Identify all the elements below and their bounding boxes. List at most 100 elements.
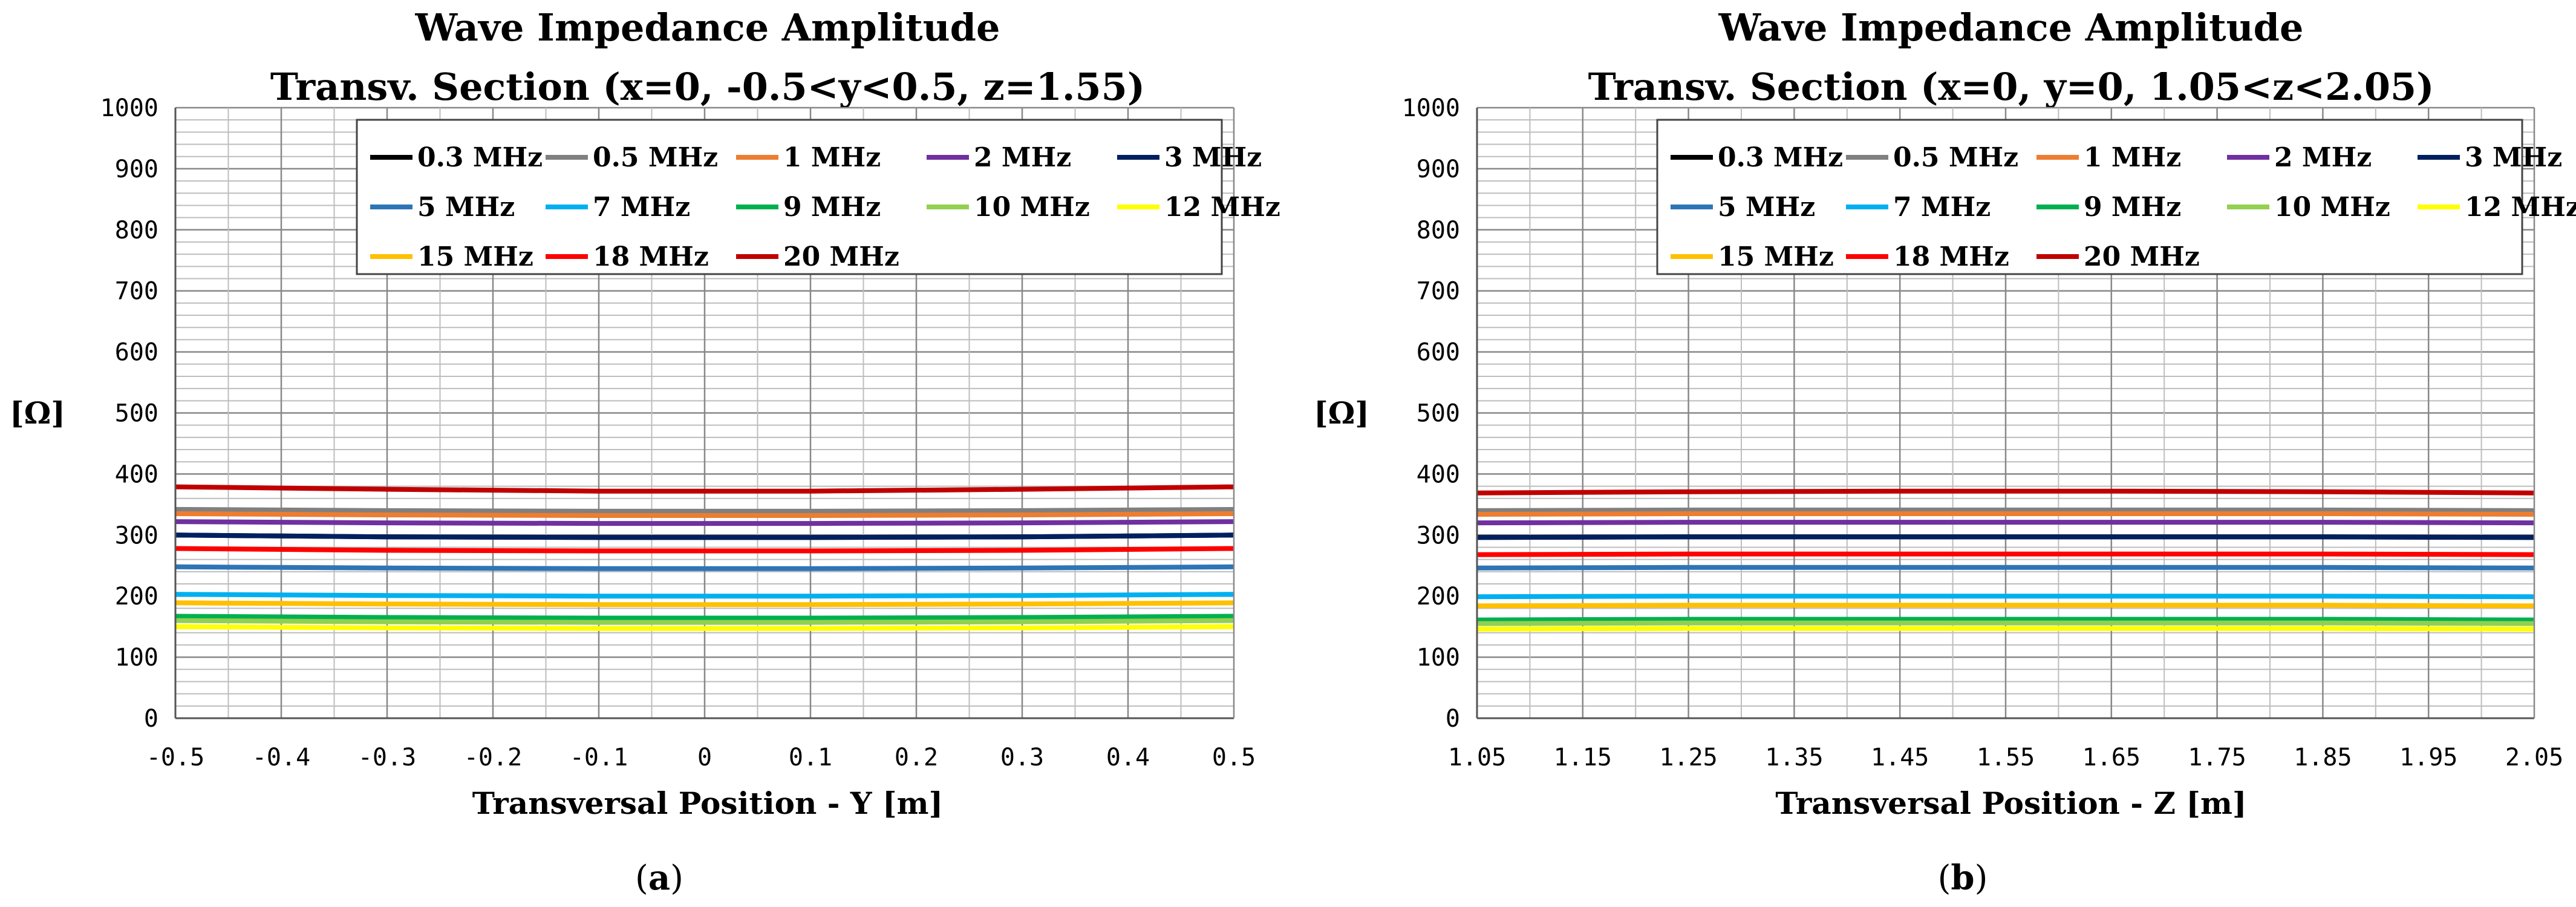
legend-box (356, 119, 1223, 275)
x-tick-label: 1.85 (2294, 744, 2352, 771)
legend-entry: 0.3 MHz (1671, 142, 1843, 173)
y-axis-label: [Ω] (10, 395, 65, 431)
legend-label: 3 MHz (2465, 142, 2562, 173)
series-line (175, 511, 1234, 518)
x-tick-label: 0.4 (1106, 744, 1150, 771)
series-line (1476, 603, 2535, 609)
y-tick-label: 200 (115, 583, 158, 611)
x-tick-label: 0.3 (1000, 744, 1044, 771)
x-tick-label: -0.5 (146, 744, 204, 771)
legend-label: 10 MHz (2274, 192, 2390, 223)
chart-subtitle: Transv. Section (x=0, y=0, 1.05<z<2.05) (1588, 65, 2434, 109)
series-lines (1476, 488, 2535, 632)
legend-entry: 15 MHz (1671, 241, 1834, 272)
x-tick-labels: 1.05 1.15 1.25 1.35 1.45 1.55 1.65 1.75 1.85 1.95… (1448, 744, 2563, 771)
series-line (175, 618, 1234, 625)
y-axis-label: [Ω] (1314, 395, 1369, 431)
series-line (1476, 594, 2535, 600)
legend-label: 5 MHz (417, 192, 515, 223)
x-tick-label: 0.2 (895, 744, 938, 771)
legend-entry: 10 MHz (2227, 192, 2390, 223)
y-tick-label: 400 (1417, 460, 1460, 488)
x-tick-label: 0 (697, 744, 712, 771)
legend-label: 18 MHz (593, 241, 709, 272)
legend-label: 3 MHz (1164, 142, 1262, 173)
legend-label: 15 MHz (1718, 241, 1834, 272)
legend-label: 12 MHz (2465, 192, 2576, 223)
series-line (175, 546, 1234, 554)
legend-entry: 7 MHz (1846, 192, 1991, 223)
x-tick-label: 1.55 (1977, 744, 2035, 771)
x-tick-label: 1.05 (1448, 744, 1506, 771)
legend-entry: 0.5 MHz (1846, 142, 2018, 173)
legend-entry: 7 MHz (546, 192, 690, 223)
legend-label: 15 MHz (417, 241, 533, 272)
caption-b: (b) (1938, 858, 1988, 898)
legend-entry: 18 MHz (546, 241, 709, 272)
y-tick-label: 100 (1417, 644, 1460, 672)
legend-label: 0.3 MHz (417, 142, 543, 173)
legend-entry: 15 MHz (370, 241, 533, 272)
legend-entry: 9 MHz (2036, 192, 2181, 223)
legend-label: 0.5 MHz (593, 142, 718, 173)
legend-label: 2 MHz (974, 142, 1071, 173)
x-tick-label: -0.4 (252, 744, 310, 771)
y-tick-label: 0 (144, 705, 158, 733)
x-tick-label: -0.3 (358, 744, 416, 771)
y-tick-label: 100 (115, 644, 158, 672)
series-line (175, 614, 1234, 621)
legend-entry: 2 MHz (927, 142, 1071, 173)
panel-b: Wave Impedance Amplitude Transv. Section… (1314, 5, 2576, 898)
y-tick-label: 700 (1417, 278, 1460, 306)
series-line (1476, 488, 2535, 496)
x-axis-label: Transversal Position - Z [m] (1775, 785, 2246, 821)
series-line (175, 484, 1234, 494)
x-tick-label: 1.65 (2082, 744, 2141, 771)
series-line (1476, 620, 2535, 626)
legend-entry: 1 MHz (2036, 142, 2181, 173)
legend-entry: 5 MHz (1671, 192, 1815, 223)
series-line (175, 519, 1234, 526)
legend-entry: 0.5 MHz (546, 142, 718, 173)
legend-entry: 2 MHz (2227, 142, 2372, 173)
caption-a: (a) (635, 858, 683, 898)
legend-label: 7 MHz (593, 192, 690, 223)
legend-entry: 12 MHz (2418, 192, 2576, 223)
panel-a: Wave Impedance Amplitude Transv. Section… (10, 5, 1280, 898)
y-tick-label: 300 (1417, 522, 1460, 549)
legend: 0.3 MHz 0.5 MHz 1 MHz 2 MHz 3 MHz 5 MHz 7 MHz 9… (1656, 119, 2576, 275)
legend-label: 10 MHz (974, 192, 1090, 223)
legend-label: 2 MHz (2274, 142, 2372, 173)
x-tick-label: 1.75 (2188, 744, 2246, 771)
x-tick-label: 0.1 (789, 744, 832, 771)
x-tick-label: -0.1 (570, 744, 628, 771)
legend-label: 12 MHz (1164, 192, 1280, 223)
legend-entry: 20 MHz (2036, 241, 2200, 272)
y-tick-label: 600 (115, 339, 158, 367)
x-axis-label: Transversal Position - Y [m] (472, 785, 943, 821)
x-tick-label: 1.15 (1554, 744, 1612, 771)
legend-label: 1 MHz (2084, 142, 2181, 173)
y-tick-label: 300 (115, 522, 158, 549)
series-line (1476, 520, 2535, 526)
axes (174, 108, 1235, 719)
legend-label: 1 MHz (783, 142, 881, 173)
legend-label: 20 MHz (2084, 241, 2200, 272)
y-tick-label: 200 (1417, 583, 1460, 611)
legend-label: 7 MHz (1893, 192, 1991, 223)
legend-label: 20 MHz (783, 241, 899, 272)
y-tick-label: 900 (1417, 156, 1460, 183)
x-tick-label: 1.45 (1871, 744, 1929, 771)
series-line (175, 592, 1234, 599)
y-tick-label: 900 (115, 156, 158, 183)
chart-subtitle: Transv. Section (x=0, -0.5<y<0.5, z=1.55… (270, 65, 1145, 109)
x-tick-labels: -0.5 -0.4 -0.3 -0.2 -0.1 0 0.1 0.2 0.3 0.4 0.5 (146, 744, 1256, 771)
y-tick-label: 0 (1446, 705, 1460, 733)
y-tick-labels: 0 100 200 300 400 500 600 700 800 900 1000 (1402, 94, 1460, 733)
y-tick-label: 800 (115, 217, 158, 244)
x-tick-label: 1.25 (1659, 744, 1717, 771)
legend-entry: 12 MHz (1117, 192, 1280, 223)
legend-label: 9 MHz (783, 192, 881, 223)
legend-entry: 18 MHz (1846, 241, 2009, 272)
